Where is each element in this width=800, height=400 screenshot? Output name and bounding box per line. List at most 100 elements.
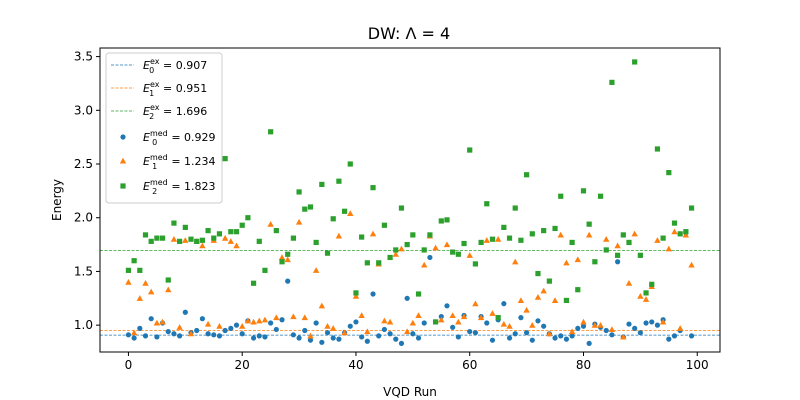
data-point-series-1: [671, 228, 678, 235]
data-point-series-1: [631, 230, 638, 237]
data-point-series-0: [438, 313, 444, 320]
data-point-series-1: [147, 288, 155, 295]
data-point-series-1: [415, 312, 422, 319]
data-point-series-1: [352, 292, 360, 299]
data-point-series-2: [518, 237, 524, 243]
data-point-series-0: [575, 325, 581, 331]
data-point-series-1: [540, 287, 547, 294]
data-point-series-0: [347, 323, 353, 329]
data-point-series-0: [666, 336, 672, 342]
data-point-series-1: [227, 238, 235, 244]
data-point-series-0: [148, 316, 154, 322]
data-point-series-0: [472, 330, 479, 336]
data-point-series-0: [637, 330, 643, 336]
data-point-series-1: [472, 300, 479, 307]
data-point-series-2: [290, 235, 296, 241]
data-point-series-1: [290, 313, 297, 320]
data-point-series-2: [330, 216, 336, 222]
data-point-series-2: [296, 189, 302, 195]
data-point-series-2: [222, 156, 228, 162]
data-point-series-0: [654, 322, 661, 328]
data-point-series-0: [205, 331, 211, 337]
data-point-series-0: [302, 327, 308, 334]
data-point-series-2: [501, 224, 507, 230]
data-point-series-0: [450, 324, 456, 330]
data-point-series-2: [233, 229, 240, 235]
data-point-series-0: [558, 333, 564, 339]
data-point-series-1: [153, 319, 161, 326]
data-point-series-2: [307, 204, 314, 210]
data-point-series-0: [444, 303, 450, 309]
data-point-series-0: [313, 320, 319, 326]
data-point-series-2: [250, 280, 257, 286]
data-point-series-2: [541, 228, 547, 234]
data-point-series-0: [285, 278, 291, 284]
data-point-series-2: [302, 206, 308, 212]
data-point-series-2: [268, 129, 274, 135]
legend-marker-swatch: [120, 134, 126, 140]
data-point-series-1: [614, 242, 621, 249]
data-point-series-2: [341, 208, 348, 214]
data-point-series-1: [534, 294, 542, 300]
data-point-series-1: [307, 332, 314, 339]
data-point-series-2: [410, 232, 416, 238]
data-point-series-1: [381, 317, 388, 324]
data-point-series-0: [131, 335, 137, 341]
data-point-series-1: [546, 330, 553, 337]
data-point-series-2: [677, 231, 683, 237]
y-tick-label: 2.5: [74, 157, 93, 171]
data-point-series-0: [484, 320, 490, 326]
data-point-series-0: [137, 325, 143, 331]
data-point-series-1: [159, 318, 166, 325]
data-point-series-1: [557, 231, 564, 238]
data-point-series-2: [159, 235, 166, 241]
data-point-series-1: [637, 292, 644, 299]
data-point-series-1: [608, 326, 616, 333]
data-point-series-1: [278, 254, 286, 261]
axis-ticks: 0 20 40 60 80 100 1.0 1.5 2.0 2.5 3.0 3.5: [74, 50, 709, 372]
data-point-series-1: [261, 316, 269, 323]
data-point-series-0: [421, 320, 427, 326]
data-point-series-1: [250, 318, 257, 325]
data-point-series-0: [632, 325, 638, 331]
data-point-series-1: [421, 261, 428, 268]
data-point-series-1: [489, 310, 496, 316]
data-point-series-2: [620, 232, 626, 238]
data-point-series-0: [427, 254, 433, 261]
data-point-series-1: [620, 333, 627, 340]
data-point-series-2: [256, 238, 262, 244]
data-point-series-2: [148, 238, 154, 244]
data-point-series-2: [552, 225, 558, 232]
data-point-series-2: [347, 161, 353, 167]
data-point-series-2: [245, 215, 251, 221]
data-point-series-1: [239, 323, 246, 329]
data-point-series-1: [136, 295, 144, 301]
data-point-series-0: [609, 332, 615, 338]
legend-box: [105, 52, 223, 204]
data-point-series-2: [643, 290, 649, 296]
data-point-series-0: [307, 337, 314, 343]
data-point-series-1: [216, 323, 223, 329]
y-axis-label: Energy: [50, 179, 64, 221]
data-point-series-2: [154, 235, 160, 241]
data-point-series-1: [130, 329, 138, 336]
data-point-series-2: [137, 267, 143, 273]
legend-entry-hline-1: Eex 1 = 0.951: [143, 80, 207, 98]
legend-entry-hline-0: Eex 0 = 0.907: [143, 57, 207, 75]
data-point-series-1: [318, 302, 326, 309]
data-point-series-0: [649, 319, 655, 325]
data-point-series-2: [313, 239, 319, 246]
data-point-series-2: [524, 172, 530, 178]
data-point-series-2: [142, 232, 149, 238]
data-point-series-2: [353, 290, 359, 296]
data-point-series-1: [483, 237, 490, 243]
data-point-series-2: [575, 287, 581, 293]
data-point-series-2: [626, 239, 632, 246]
data-point-series-2: [285, 251, 291, 257]
data-point-series-2: [569, 239, 575, 246]
data-point-series-2: [188, 236, 194, 242]
data-point-series-1: [494, 236, 502, 242]
data-point-series-2: [165, 277, 171, 283]
data-point-series-2: [495, 315, 501, 321]
data-point-series-0: [182, 309, 188, 315]
